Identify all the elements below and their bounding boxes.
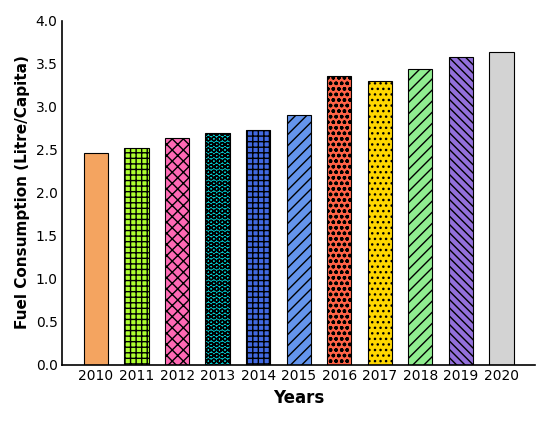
Bar xyxy=(408,69,432,365)
Bar xyxy=(124,148,148,365)
Bar xyxy=(246,130,271,365)
Bar xyxy=(206,133,230,365)
X-axis label: Years: Years xyxy=(273,389,324,407)
Bar xyxy=(165,138,189,365)
Bar xyxy=(489,52,514,365)
Bar xyxy=(287,115,311,365)
Bar xyxy=(449,57,473,365)
Bar xyxy=(367,81,392,365)
Bar xyxy=(84,153,108,365)
Bar xyxy=(327,76,351,365)
Y-axis label: Fuel Consumption (Litre/Capita): Fuel Consumption (Litre/Capita) xyxy=(15,56,30,330)
